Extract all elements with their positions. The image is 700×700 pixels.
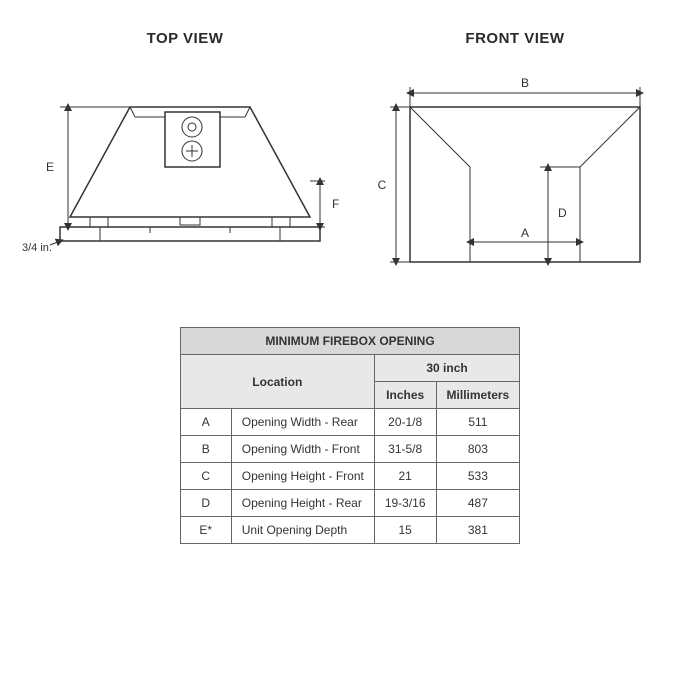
front-view-title: FRONT VIEW: [350, 30, 680, 47]
row-mm: 487: [436, 490, 520, 517]
dim-label-F: F: [332, 197, 339, 211]
dim-label-A: A: [521, 226, 529, 240]
firebox-table: MINIMUM FIREBOX OPENING Location 30 inch…: [180, 327, 520, 544]
row-desc: Opening Height - Rear: [231, 490, 374, 517]
vent-block: [165, 112, 220, 167]
table-row: DOpening Height - Rear19-3/16487: [180, 490, 519, 517]
front-view-diagram: B C D A: [350, 67, 670, 297]
row-desc: Opening Height - Front: [231, 463, 374, 490]
dim-label-D: D: [558, 206, 567, 220]
note-3-4-in: 3/4 in.: [22, 242, 52, 254]
row-desc: Opening Width - Rear: [231, 409, 374, 436]
dim-label-C: C: [378, 178, 387, 192]
top-view-block: TOP VIEW: [20, 30, 350, 297]
table-row: COpening Height - Front21533: [180, 463, 519, 490]
col-inches: Inches: [374, 382, 436, 409]
dim-label-B: B: [521, 76, 529, 90]
table-title: MINIMUM FIREBOX OPENING: [180, 328, 519, 355]
row-inches: 15: [374, 517, 436, 544]
col-location: Location: [180, 355, 374, 409]
table-row: BOpening Width - Front31-5/8803: [180, 436, 519, 463]
row-mm: 533: [436, 463, 520, 490]
row-inches: 21: [374, 463, 436, 490]
row-code: A: [180, 409, 231, 436]
row-code: B: [180, 436, 231, 463]
top-view-diagram: E F 3/4 in.: [20, 67, 350, 297]
row-code: D: [180, 490, 231, 517]
col-size-group: 30 inch: [374, 355, 519, 382]
row-mm: 381: [436, 517, 520, 544]
table-row: AOpening Width - Rear20-1/8511: [180, 409, 519, 436]
foot-center: [180, 217, 200, 225]
foot-left: [90, 217, 108, 227]
row-inches: 20-1/8: [374, 409, 436, 436]
row-inches: 19-3/16: [374, 490, 436, 517]
table-row: E*Unit Opening Depth15381: [180, 517, 519, 544]
front-view-block: FRONT VIEW B: [350, 30, 680, 297]
top-view-title: TOP VIEW: [20, 30, 350, 47]
row-code: C: [180, 463, 231, 490]
row-mm: 511: [436, 409, 520, 436]
row-mm: 803: [436, 436, 520, 463]
dim-label-E: E: [46, 160, 54, 174]
row-desc: Unit Opening Depth: [231, 517, 374, 544]
col-mm: Millimeters: [436, 382, 520, 409]
row-code: E*: [180, 517, 231, 544]
base-plate: [60, 227, 320, 241]
row-desc: Opening Width - Front: [231, 436, 374, 463]
row-inches: 31-5/8: [374, 436, 436, 463]
foot-right: [272, 217, 290, 227]
views-row: TOP VIEW: [20, 30, 680, 297]
